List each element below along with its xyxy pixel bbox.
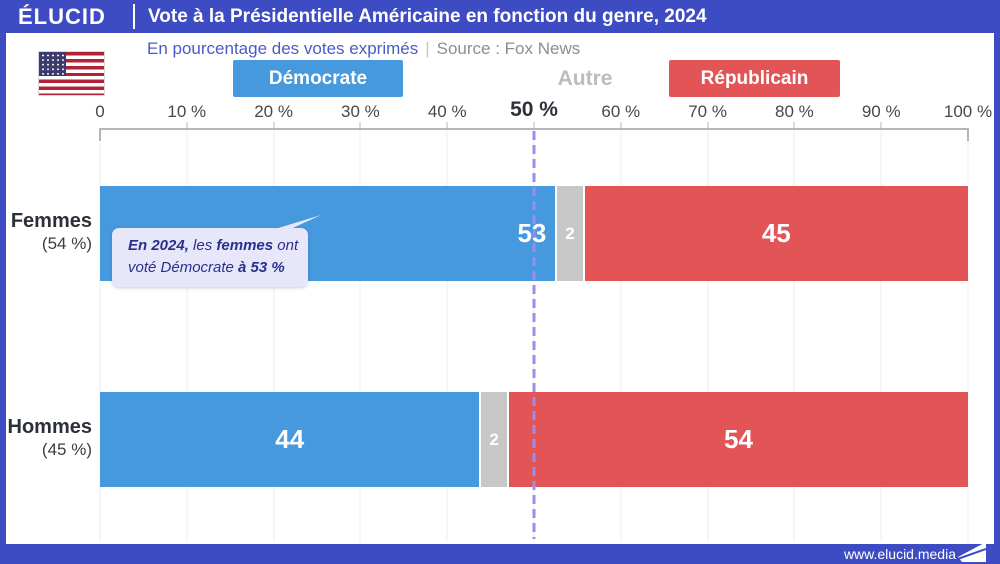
value-label-femmes-republicain: 45 <box>761 218 791 248</box>
gridline-90 <box>880 130 882 542</box>
gridline-0 <box>99 130 101 542</box>
tick-label-50: 50 % <box>510 98 558 121</box>
brand-logo: ÉLUCID <box>18 4 106 29</box>
gridline-20 <box>273 130 275 542</box>
tickmark-0 <box>99 128 101 141</box>
subtitle-divider: | <box>425 39 430 58</box>
segment-hommes-republicain[interactable]: 54 <box>508 392 969 487</box>
segment-hommes-democrate[interactable]: 44 <box>100 392 480 487</box>
page-title: Vote à la Présidentielle Américaine en f… <box>148 6 707 27</box>
row-share-hommes: (45 %) <box>41 440 92 459</box>
row-name-femmes: Femmes <box>10 210 92 232</box>
tick-label-90: 90 % <box>861 102 901 121</box>
segment-femmes-republicain[interactable]: 45 <box>584 186 968 281</box>
chart-subtitle: En pourcentage des votes exprimés | Source… <box>147 39 580 59</box>
value-label-femmes-autre: 2 <box>565 223 575 243</box>
tickmark-70 <box>707 122 709 128</box>
tickmark-90 <box>880 122 882 128</box>
tickmark-40 <box>446 122 448 128</box>
gridline-70 <box>707 130 709 542</box>
row-label-femmes: Femmes (54 %) <box>0 209 92 254</box>
segment-hommes-autre[interactable]: 2 <box>481 392 507 487</box>
frame-edge-left <box>0 0 6 564</box>
value-label-hommes-republicain: 54 <box>723 424 753 454</box>
tooltip-text: En 2024, les femmes ont voté Démocrate à … <box>128 237 299 276</box>
frame-edge-right <box>994 0 1000 564</box>
row-name-hommes: Hommes <box>7 416 92 438</box>
gridline-10 <box>186 130 188 542</box>
us-flag-icon <box>38 51 105 96</box>
value-label-femmes-democrate: 53 <box>517 218 546 249</box>
plot-area: 0 10 % 20 % 30 % 40 % 50 % 60 % 70 % 80 % 90 % 100… <box>95 98 992 542</box>
elucid-arrow-icon <box>958 542 986 562</box>
tick-label-60: 60 % <box>601 102 641 121</box>
tickmark-100 <box>967 128 969 141</box>
header-divider <box>133 4 135 29</box>
x-axis-line <box>100 128 968 130</box>
row-label-hommes: Hommes (45 %) <box>0 415 92 460</box>
tickmark-20 <box>273 122 275 128</box>
tick-label-30: 30 % <box>341 102 380 121</box>
tick-label-0: 0 <box>95 102 105 121</box>
value-label-hommes-autre: 2 <box>489 429 499 449</box>
tick-label-70: 70 % <box>688 102 727 121</box>
annotation-tooltip: En 2024, les femmes ont voté Démocrate à … <box>112 215 321 287</box>
footer-url[interactable]: www.elucid.media <box>843 546 956 562</box>
gridline-40 <box>446 130 448 542</box>
bar-row-hommes: 44 2 54 <box>100 392 969 487</box>
subtitle-source: Source : Fox News <box>436 39 581 58</box>
fifty-percent-reference-line <box>532 131 536 539</box>
header-bar: ÉLUCID Vote à la Présidentielle Américai… <box>0 0 1000 33</box>
tick-label-80: 80 % <box>775 102 814 121</box>
tick-label-20: 20 % <box>254 102 293 121</box>
us-flag-canton <box>39 52 66 76</box>
subtitle-metric: En pourcentage des votes exprimés <box>147 39 419 58</box>
tickmark-50 <box>533 122 535 128</box>
tick-label-40: 40 % <box>427 102 467 121</box>
legend-autre[interactable]: Autre <box>557 67 613 90</box>
tickmark-30 <box>359 122 361 128</box>
legend-democrate[interactable]: Démocrate <box>233 60 403 97</box>
tickmark-60 <box>620 122 622 128</box>
segment-femmes-autre[interactable]: 2 <box>557 186 583 281</box>
tick-label-100: 100 % <box>943 102 993 121</box>
row-share-femmes: (54 %) <box>41 234 92 253</box>
tick-label-10: 10 % <box>167 102 207 121</box>
gridline-30 <box>359 130 361 542</box>
gridline-100 <box>967 130 969 542</box>
tickmark-80 <box>793 122 795 128</box>
legend-republicain[interactable]: Républicain <box>669 60 840 97</box>
value-label-hommes-democrate: 44 <box>275 424 305 454</box>
tickmark-10 <box>186 122 188 128</box>
gridline-80 <box>793 130 795 542</box>
footer-bar: www.elucid.media <box>0 542 1000 564</box>
gridline-60 <box>620 130 622 542</box>
